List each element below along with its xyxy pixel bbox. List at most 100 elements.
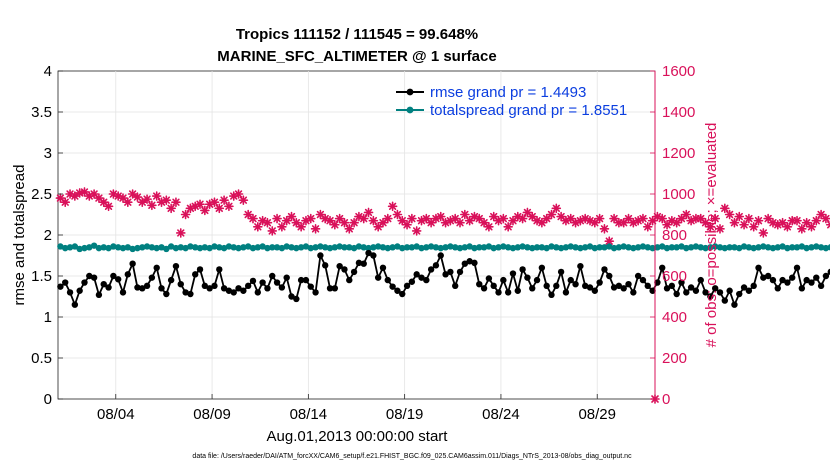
obs-stroke: [701, 219, 710, 227]
obs-stroke: [321, 214, 329, 223]
obs-point: [267, 226, 278, 236]
totalspread-point: [514, 244, 521, 251]
rmse-point: [283, 274, 290, 281]
obs-point: [604, 236, 615, 246]
totalspread-point: [702, 244, 709, 252]
totalspread-point: [760, 243, 767, 250]
totalspread-point: [129, 245, 136, 253]
obs-point: [484, 222, 494, 232]
rmse-point: [114, 276, 122, 283]
x-tick-label: 08/19: [386, 406, 424, 423]
rmse-point: [432, 262, 440, 269]
obs-stroke: [398, 216, 406, 225]
totalspread-point: [447, 243, 454, 250]
rmse-point: [509, 270, 517, 277]
obs-stroke: [287, 212, 296, 221]
rmse-point: [606, 272, 613, 280]
totalspread-point: [143, 243, 151, 250]
obs-stroke: [783, 223, 792, 231]
rmse-point: [610, 284, 618, 291]
obs-stroke: [557, 212, 565, 221]
obs-stroke: [480, 219, 488, 227]
rmse-point: [480, 285, 488, 292]
rmse-point: [702, 289, 709, 296]
totalspread-point: [817, 244, 825, 251]
rmse-point: [524, 274, 531, 281]
totalspread-point: [317, 243, 324, 250]
totalspread-point: [254, 244, 261, 251]
y-tick-label-right: 0: [662, 391, 670, 408]
obs-point: [806, 222, 817, 232]
obs-stroke: [369, 216, 378, 225]
obs-stroke: [764, 214, 772, 223]
rmse-point: [707, 293, 714, 300]
obs-point: [161, 195, 172, 205]
x-axis-ticks: 08/04 08/09 08/14 08/19 08/24 08/29: [97, 394, 616, 423]
rmse-point: [370, 252, 377, 259]
series-rmse: [57, 249, 830, 308]
totalspread-point: [100, 244, 107, 251]
obs-stroke: [316, 210, 325, 219]
obs-stroke: [697, 214, 705, 223]
legend: rmse grand pr = 1.4493 totalspread grand…: [396, 84, 627, 119]
obs-stroke: [167, 204, 175, 213]
obs-point: [825, 220, 830, 230]
totalspread-point: [553, 244, 560, 251]
obs-stroke: [499, 214, 508, 223]
rmse-point: [211, 282, 218, 290]
totalspread-point: [423, 244, 430, 251]
grid: [58, 71, 655, 399]
totalspread-point: [490, 244, 497, 252]
totalspread-point: [177, 244, 184, 251]
rmse-point: [249, 277, 257, 285]
totalspread-point: [827, 244, 830, 251]
rmse-point: [423, 276, 430, 284]
rmse-point: [408, 278, 416, 285]
obs-stroke: [778, 219, 787, 227]
obs-stroke: [239, 196, 248, 204]
rmse-point: [601, 266, 608, 273]
obs-stroke: [340, 219, 349, 227]
obs-point: [503, 222, 513, 232]
obs-point: [407, 213, 417, 224]
rmse-point: [577, 262, 584, 270]
obs-point: [147, 200, 157, 211]
obs-stroke: [725, 210, 734, 219]
totalspread-point: [86, 244, 93, 251]
x-tick-label: 08/04: [97, 406, 135, 423]
obs-stroke: [658, 214, 666, 223]
rmse-point: [365, 249, 372, 257]
rmse-point: [153, 264, 160, 271]
obs-stroke: [292, 219, 300, 227]
chart-title-line1: Tropics 111152 / 111545 = 99.648%: [236, 26, 478, 43]
y-tick-label-right: 1400: [662, 104, 695, 121]
y-tick-label-right: 200: [662, 350, 687, 367]
rmse-point: [813, 274, 820, 281]
rmse-point: [615, 282, 623, 290]
rmse-point: [466, 258, 473, 265]
totalspread-point: [110, 243, 117, 250]
obs-point: [642, 222, 653, 232]
obs-stroke: [812, 216, 820, 225]
totalspread-point: [798, 243, 806, 250]
totalspread-point: [220, 244, 228, 252]
totalspread-point: [288, 244, 295, 251]
x-axis-label: Aug.01,2013 00:00:00 start: [267, 428, 449, 445]
obs-point: [744, 213, 754, 224]
rmse-point: [288, 293, 295, 300]
obs-stroke: [388, 202, 397, 210]
totalspread-point: [668, 244, 676, 251]
obs-stroke: [533, 216, 541, 225]
rmse-point: [452, 282, 459, 290]
rmse-point: [822, 272, 830, 280]
rmse-point: [485, 275, 493, 282]
rmse-point: [639, 276, 647, 284]
totalspread-point: [789, 244, 796, 251]
totalspread-point: [148, 244, 156, 251]
left-axis-ticks: 0 0.5 1 1.5 2 2.5 3 3.5 4: [31, 63, 63, 408]
totalspread-point: [634, 244, 642, 251]
obs-stroke: [822, 214, 830, 223]
totalspread-point: [225, 243, 233, 250]
y-tick-label-right: 1600: [662, 63, 695, 80]
obs-stroke: [234, 190, 243, 198]
